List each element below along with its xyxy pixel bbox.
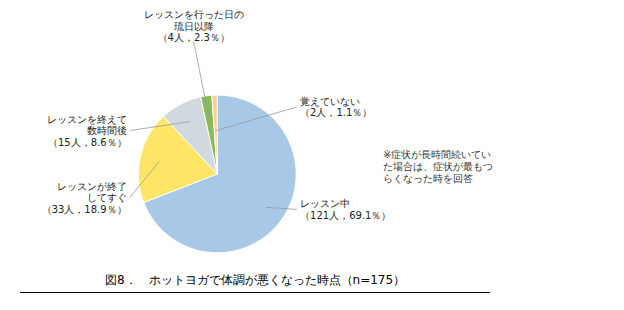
svg-text:レッスンを行った日の琉日以降（4人，2.3％）: レッスンを行った日の琉日以降（4人，2.3％） [144, 9, 244, 43]
svg-text:覚えていない（2人，1.1％）: 覚えていない（2人，1.1％） [300, 96, 372, 119]
svg-text:レッスン中（121人，69.1％）: レッスン中（121人，69.1％） [300, 198, 391, 221]
svg-text:レッスンが終了してすぐ（33人，18.9％）: レッスンが終了してすぐ（33人，18.9％） [42, 181, 127, 215]
svg-text:※症状が長時間続いていた場合は、症状が最もつらくなった時を回: ※症状が長時間続いていた場合は、症状が最もつらくなった時を回答 [383, 149, 493, 184]
html-text:図8． ホットヨガで体調が悪くなった時点（n=175）: 図8． ホットヨガで体調が悪くなった時点（n=175） [104, 273, 406, 287]
svg-text:レッスンを終えて数時間後（15人，8.6％）: レッスンを終えて数時間後（15人，8.6％） [47, 114, 127, 148]
